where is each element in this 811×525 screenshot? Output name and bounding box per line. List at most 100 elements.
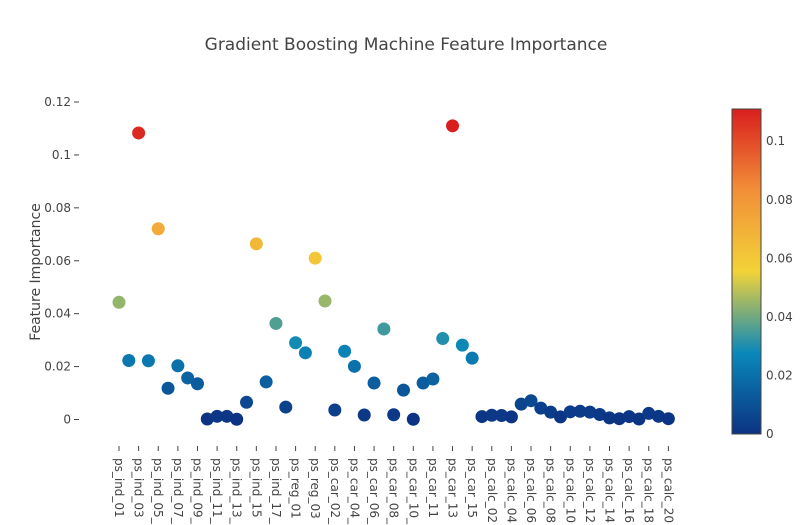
data-point <box>289 336 303 350</box>
data-point <box>583 405 597 419</box>
x-tick-label: ps_calc_10 <box>563 458 577 523</box>
data-point <box>632 412 646 426</box>
x-tick-label: ps_ind_11_ <box>210 458 224 525</box>
x-tick-label: ps_ind_09_ <box>190 458 204 525</box>
data-point <box>661 412 675 426</box>
data-point <box>436 332 450 346</box>
x-tick-label: ps_ind_07_ <box>171 458 185 525</box>
data-point <box>308 251 322 265</box>
data-point <box>387 408 401 422</box>
scatter-points <box>112 119 675 426</box>
x-tick-label: ps_car_02_ <box>328 458 342 525</box>
x-tick-label: ps_reg_01 <box>289 458 303 519</box>
y-tick-label: 0.06 <box>44 254 71 268</box>
data-point <box>240 395 254 409</box>
data-point <box>357 408 371 422</box>
data-point <box>338 344 352 358</box>
data-point <box>455 338 469 352</box>
data-point <box>298 346 312 360</box>
x-tick-label: ps_calc_14 <box>603 458 617 523</box>
data-point <box>279 400 293 414</box>
data-point <box>259 375 273 389</box>
x-tick-label: ps_car_04_ <box>347 458 361 525</box>
data-point <box>181 371 195 385</box>
data-point <box>495 409 509 423</box>
x-tick-label: ps_car_10_ <box>406 458 420 525</box>
colorbar-tick-label: 0.06 <box>766 251 793 265</box>
data-point <box>475 410 489 424</box>
colorbar-tick-label: 0.08 <box>766 193 793 207</box>
x-tick-label: ps_calc_04 <box>504 458 518 523</box>
data-point <box>465 351 479 365</box>
x-axis: ps_ind_01 ps_ind_03 ps_ind_05_ ps_ind_07_ ps… <box>112 446 675 525</box>
data-point <box>553 410 567 424</box>
colorbar: 0 0.02 0.04 0.06 0.08 0.1 <box>731 108 793 441</box>
data-point <box>534 401 548 415</box>
data-point <box>151 222 165 236</box>
data-point <box>544 405 558 419</box>
colorbar-tick-label: 0 <box>766 427 774 441</box>
colorbar-tick-label: 0.1 <box>766 134 785 148</box>
x-tick-label: ps_car_06_ <box>367 458 381 525</box>
y-axis: 0 0.02 0.04 0.06 0.08 0.1 0.12 <box>44 95 79 427</box>
data-point <box>485 408 499 422</box>
data-point <box>269 316 283 330</box>
data-point <box>406 412 420 426</box>
y-tick-label: 0.04 <box>44 307 71 321</box>
y-axis-title: Feature Importance <box>28 203 44 341</box>
y-tick-label: 0.1 <box>52 148 71 162</box>
data-point <box>396 383 410 397</box>
data-point <box>132 126 146 140</box>
x-tick-label: ps_ind_13_ <box>230 458 244 525</box>
data-point <box>652 409 666 423</box>
x-tick-label: ps_calc_18 <box>642 458 656 523</box>
x-tick-label: ps_ind_17_ <box>269 458 283 525</box>
x-tick-label: ps_ind_03 <box>132 458 146 518</box>
x-tick-label: ps_car_13 <box>446 458 460 518</box>
data-point <box>112 295 126 309</box>
data-point <box>249 237 263 251</box>
data-point <box>122 353 136 367</box>
x-tick-label: ps_calc_02 <box>485 458 499 523</box>
x-tick-label: ps_ind_01 <box>112 458 126 518</box>
data-point <box>504 410 518 424</box>
data-point <box>367 376 381 390</box>
data-point <box>446 119 460 133</box>
x-tick-label: ps_car_11 <box>426 458 440 518</box>
data-point <box>230 412 244 426</box>
data-point <box>220 409 234 423</box>
data-point <box>524 394 538 408</box>
colorbar-tick-label: 0.02 <box>766 368 793 382</box>
x-tick-label: ps_reg_03 <box>308 458 322 519</box>
x-tick-label: ps_ind_15 <box>249 458 263 518</box>
data-point <box>593 407 607 421</box>
data-point <box>171 359 185 373</box>
data-point <box>161 381 175 395</box>
x-tick-label: ps_calc_12 <box>583 458 597 523</box>
data-point <box>612 412 626 426</box>
data-point <box>573 404 587 418</box>
x-tick-label: ps_car_08_ <box>387 458 401 525</box>
data-point <box>563 405 577 419</box>
data-point <box>377 322 391 336</box>
data-point <box>426 372 440 386</box>
data-point <box>318 294 332 308</box>
data-point <box>210 409 224 423</box>
x-tick-label: ps_calc_20 <box>661 458 675 523</box>
data-point <box>642 406 656 420</box>
x-tick-label: ps_ind_05_ <box>151 458 165 525</box>
data-point <box>622 410 636 424</box>
data-point <box>514 397 528 411</box>
data-point <box>347 359 361 373</box>
x-tick-label: ps_calc_16 <box>622 458 636 523</box>
y-tick-label: 0.08 <box>44 201 71 215</box>
y-tick-label: 0 <box>63 413 71 427</box>
colorbar-tick-label: 0.04 <box>766 310 793 324</box>
colorbar-gradient <box>731 108 762 435</box>
y-tick-label: 0.12 <box>44 95 71 109</box>
x-tick-label: ps_car_15 <box>465 458 479 518</box>
x-tick-label: ps_calc_06 <box>524 458 538 523</box>
data-point <box>328 403 342 417</box>
data-point <box>141 354 155 368</box>
